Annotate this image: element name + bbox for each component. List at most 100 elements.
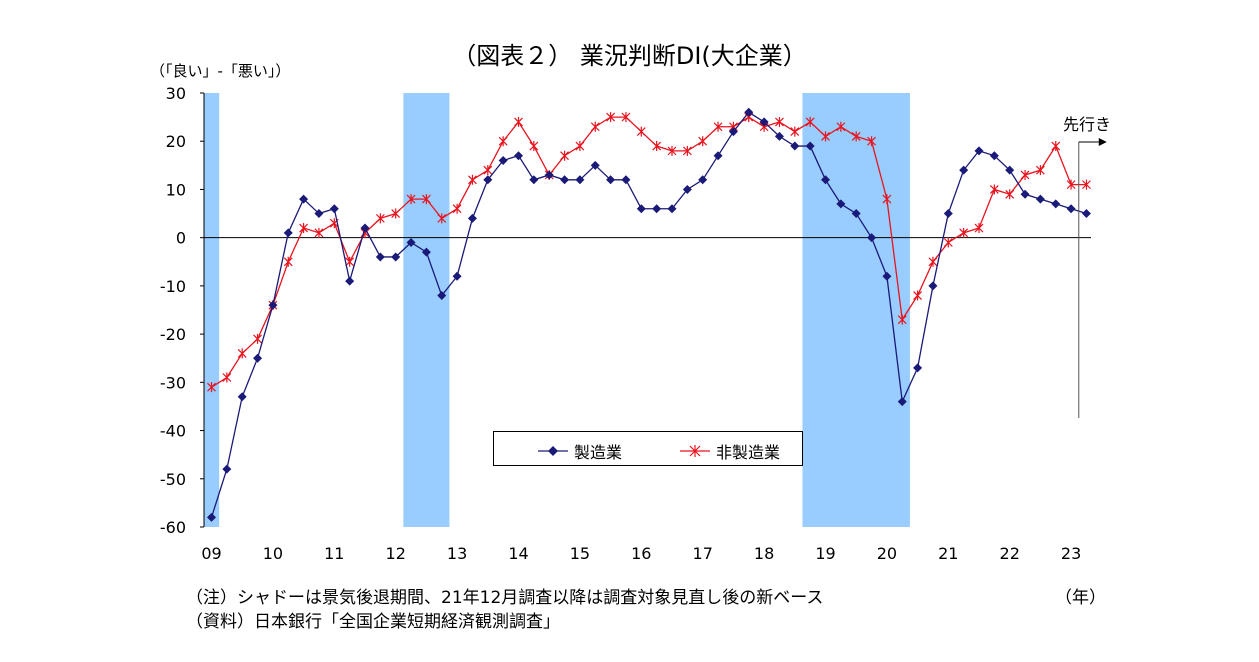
recession-shading xyxy=(204,93,910,527)
point-non-manufacturing xyxy=(943,237,953,248)
y-tick-label: 0 xyxy=(176,229,186,248)
point-manufacturing xyxy=(744,107,754,117)
point-manufacturing xyxy=(207,512,216,522)
legend-label-manufacturing: 製造業 xyxy=(574,443,623,462)
outlook-label: 先行き xyxy=(1063,115,1112,134)
point-non-manufacturing xyxy=(636,126,646,137)
point-non-manufacturing xyxy=(652,141,662,152)
point-non-manufacturing xyxy=(698,136,708,147)
point-manufacturing xyxy=(897,397,907,407)
y-tick-label: -50 xyxy=(160,470,186,489)
point-non-manufacturing xyxy=(667,145,677,156)
point-manufacturing xyxy=(621,175,631,185)
x-tick-label: 11 xyxy=(324,544,344,563)
point-non-manufacturing xyxy=(253,333,262,344)
x-tick-label: 13 xyxy=(447,544,467,563)
point-non-manufacturing xyxy=(882,194,892,205)
point-non-manufacturing xyxy=(314,227,324,238)
point-manufacturing xyxy=(667,204,677,214)
x-tick-labels: 09 10 11 12 13 14 15 16 17 18 19 20 21 22 23 xyxy=(201,544,1081,563)
point-manufacturing xyxy=(437,291,447,301)
point-non-manufacturing xyxy=(283,256,293,267)
point-non-manufacturing xyxy=(1066,179,1076,190)
point-manufacturing xyxy=(928,281,938,291)
point-manufacturing xyxy=(989,151,999,161)
point-non-manufacturing xyxy=(590,121,600,132)
point-non-manufacturing xyxy=(989,184,999,195)
point-manufacturing xyxy=(606,175,616,185)
point-manufacturing xyxy=(560,175,570,185)
point-non-manufacturing xyxy=(682,145,692,156)
legend-marker-manufacturing xyxy=(538,446,568,456)
y-tick-label: -30 xyxy=(160,373,186,392)
point-manufacturing xyxy=(329,204,339,214)
note-shading: （注）シャドーは景気後退期間、21年12月調査以降は調査対象見直し後の新ベース xyxy=(186,588,824,608)
series-line-manufacturing xyxy=(210,111,1087,518)
point-non-manufacturing xyxy=(1005,189,1015,200)
point-manufacturing xyxy=(253,353,263,363)
x-tick-label: 23 xyxy=(1061,544,1081,563)
point-manufacturing xyxy=(682,184,692,194)
point-manufacturing xyxy=(421,247,431,257)
point-non-manufacturing xyxy=(1035,165,1045,176)
point-manufacturing xyxy=(943,209,953,219)
x-tick-label: 17 xyxy=(693,544,713,563)
point-non-manufacturing xyxy=(1051,141,1061,152)
point-manufacturing xyxy=(913,363,923,373)
point-manufacturing xyxy=(867,233,877,243)
y-axis-unit: （「良い」-「悪い」） xyxy=(150,62,291,80)
point-non-manufacturing xyxy=(483,165,493,176)
y-tick-label: -10 xyxy=(160,277,186,296)
point-manufacturing xyxy=(882,271,892,281)
point-non-manufacturing xyxy=(928,256,938,267)
legend-item-non-manufacturing: 非製造業 xyxy=(680,439,780,463)
point-non-manufacturing xyxy=(1020,169,1030,180)
point-non-manufacturing xyxy=(959,227,969,238)
point-manufacturing xyxy=(467,213,477,223)
point-manufacturing xyxy=(529,175,539,185)
point-non-manufacturing xyxy=(237,348,247,359)
legend-item-manufacturing: 製造業 xyxy=(538,439,622,463)
point-non-manufacturing xyxy=(913,290,923,301)
point-non-manufacturing xyxy=(867,136,876,147)
point-non-manufacturing xyxy=(222,372,232,383)
point-manufacturing xyxy=(728,127,738,137)
point-manufacturing xyxy=(1051,199,1061,209)
point-non-manufacturing xyxy=(406,194,416,205)
x-tick-label: 22 xyxy=(1000,544,1020,563)
point-non-manufacturing xyxy=(437,213,447,224)
y-tick-labels: 30 20 10 0 -10 -20 -30 -40 -50 -60 xyxy=(160,84,186,537)
point-non-manufacturing xyxy=(713,121,723,132)
point-non-manufacturing xyxy=(606,112,616,123)
point-manufacturing xyxy=(805,141,815,151)
point-manufacturing xyxy=(698,175,708,185)
point-non-manufacturing xyxy=(514,116,523,127)
point-non-manufacturing xyxy=(560,150,569,161)
y-tick-label: -40 xyxy=(160,422,186,441)
point-non-manufacturing xyxy=(805,116,815,127)
y-tick-label: -20 xyxy=(160,325,186,344)
point-non-manufacturing xyxy=(299,223,309,234)
chart-title: （図表２） 業況判断DI(大企業） xyxy=(452,42,807,70)
legend-marker-non-manufacturing xyxy=(680,445,710,457)
point-manufacturing xyxy=(268,300,278,310)
series-line-non-manufacturing xyxy=(211,116,1087,388)
point-manufacturing xyxy=(959,165,969,175)
point-manufacturing xyxy=(836,199,846,209)
outlook-arrow xyxy=(1078,138,1107,418)
y-tick-label: 30 xyxy=(166,84,186,103)
x-tick-label: 20 xyxy=(877,544,897,563)
point-non-manufacturing xyxy=(621,112,631,123)
point-non-manufacturing xyxy=(775,116,784,127)
point-non-manufacturing xyxy=(421,194,431,205)
point-non-manufacturing xyxy=(375,213,385,224)
point-non-manufacturing xyxy=(974,223,984,234)
point-manufacturing xyxy=(821,175,830,185)
point-manufacturing xyxy=(774,131,784,141)
y-tick-label: 20 xyxy=(166,132,186,151)
legend-label-non-manufacturing: 非製造業 xyxy=(716,443,781,462)
point-manufacturing xyxy=(222,464,232,474)
x-tick-label: 21 xyxy=(938,544,958,563)
x-tick-label: 18 xyxy=(754,544,774,563)
